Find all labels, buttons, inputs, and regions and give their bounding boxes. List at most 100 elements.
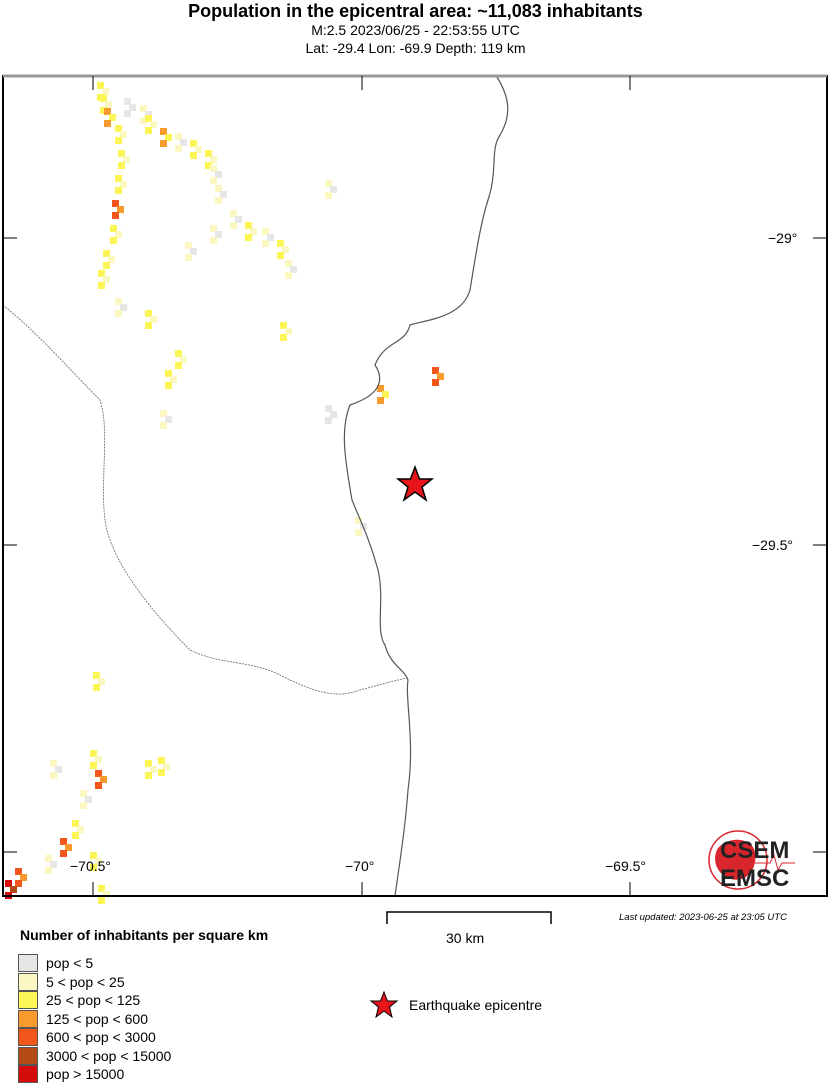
- legend-swatch: [18, 991, 38, 1009]
- population-cell: [100, 107, 107, 114]
- population-cell: [45, 855, 52, 862]
- population-cell: [72, 820, 79, 827]
- population-cell: [55, 766, 62, 773]
- population-cell: [104, 108, 111, 115]
- population-cell: [65, 844, 72, 851]
- population-cell: [377, 385, 384, 392]
- population-cell: [175, 362, 182, 369]
- population-cell: [215, 171, 222, 178]
- population-cell: [98, 678, 105, 685]
- population-cell: [158, 769, 165, 776]
- population-cell: [262, 228, 269, 235]
- population-cell: [325, 405, 332, 412]
- legend-item: pop < 5: [18, 954, 93, 972]
- population-cell: [120, 131, 127, 138]
- population-cell: [145, 760, 152, 767]
- population-cell: [432, 379, 439, 386]
- population-cell: [90, 750, 97, 757]
- legend-label: 600 < pop < 3000: [46, 1029, 156, 1045]
- population-cell: [97, 82, 104, 89]
- population-cell: [77, 826, 84, 833]
- population-cell: [95, 756, 102, 763]
- population-cell: [165, 134, 172, 141]
- population-cell: [382, 391, 389, 398]
- population-cell: [124, 110, 131, 117]
- population-cell: [120, 304, 127, 311]
- legend-item: pop > 15000: [18, 1065, 124, 1083]
- legend-item: 600 < pop < 3000: [18, 1028, 156, 1046]
- scale-bar: [386, 911, 552, 924]
- lon-label: −69.5°: [605, 858, 647, 874]
- population-cell: [330, 411, 337, 418]
- legend-item: 25 < pop < 125: [18, 991, 140, 1009]
- population-cell: [145, 310, 152, 317]
- population-cell: [210, 225, 217, 232]
- population-cell: [355, 517, 362, 524]
- population-cell: [124, 98, 131, 105]
- population-cell: [115, 298, 122, 305]
- population-cell: [80, 802, 87, 809]
- legend-swatch: [18, 972, 38, 991]
- legend-label: 5 < pop < 25: [46, 973, 125, 990]
- population-cell: [118, 150, 125, 157]
- population-cell: [93, 672, 100, 679]
- population-cell: [103, 250, 110, 257]
- province-boundary: [2, 304, 409, 695]
- legend-label: 125 < pop < 600: [46, 1010, 148, 1027]
- epicentre-star-icon: [395, 464, 435, 502]
- event-location: Lat: -29.4 Lon: -69.9 Depth: 119 km: [305, 40, 526, 56]
- population-cell: [180, 139, 187, 146]
- population-cell: [112, 212, 119, 219]
- population-cell: [115, 175, 122, 182]
- population-cell: [140, 117, 147, 124]
- population-cell: [115, 137, 122, 144]
- population-cell: [120, 181, 127, 188]
- population-cell: [205, 150, 212, 157]
- population-cell: [285, 328, 292, 335]
- population-cell: [103, 276, 110, 283]
- population-cell: [158, 757, 165, 764]
- legend-label: pop > 15000: [46, 1066, 125, 1082]
- population-cell: [277, 240, 284, 247]
- population-cell: [115, 125, 122, 132]
- population-cell: [235, 216, 242, 223]
- population-cell: [195, 146, 202, 153]
- population-cell: [185, 254, 192, 261]
- event-info: M:2.5 2023/06/25 - 22:53:55 UTC: [311, 22, 520, 38]
- population-cell: [280, 334, 287, 341]
- population-cell: [215, 185, 222, 192]
- population-cell: [98, 270, 105, 277]
- population-cell: [230, 210, 237, 217]
- population-cell: [60, 838, 67, 845]
- population-cell: [282, 246, 289, 253]
- population-cell: [220, 191, 227, 198]
- population-cell: [245, 234, 252, 241]
- population-cell: [150, 766, 157, 773]
- population-cell: [50, 861, 57, 868]
- population-cell: [118, 162, 125, 169]
- population-cell: [355, 529, 362, 536]
- population-cell: [110, 237, 117, 244]
- population-cell: [123, 156, 130, 163]
- population-cell: [100, 95, 107, 102]
- lat-label: −29.5°: [752, 537, 794, 553]
- population-cell: [205, 162, 212, 169]
- population-cell: [72, 832, 79, 839]
- population-cell: [165, 370, 172, 377]
- population-cell: [377, 397, 384, 404]
- population-cell: [80, 790, 87, 797]
- population-cell: [185, 242, 192, 249]
- population-cell: [115, 187, 122, 194]
- population-cell: [190, 140, 197, 147]
- population-cell: [90, 852, 97, 859]
- population-cell: [103, 262, 110, 269]
- population-cell: [210, 156, 217, 163]
- population-cell: [245, 222, 252, 229]
- population-cell: [175, 133, 182, 140]
- population-cell: [285, 272, 292, 279]
- population-cell: [437, 373, 444, 380]
- population-cell: [180, 356, 187, 363]
- population-cell: [215, 197, 222, 204]
- population-cells: [5, 82, 444, 904]
